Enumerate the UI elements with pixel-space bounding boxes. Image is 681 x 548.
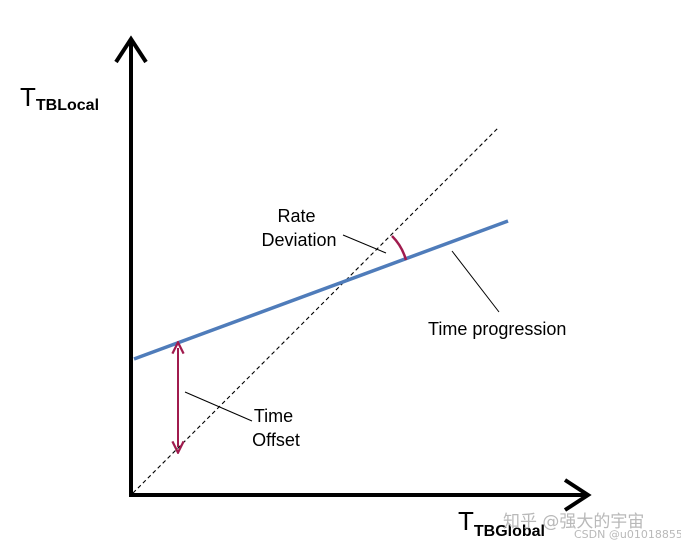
rate-deviation-leader [342, 234, 387, 254]
watermark-line1: 知乎 @强大的宇宙 [503, 512, 644, 532]
rate-deviation-label-line2: Deviation [261, 230, 336, 250]
ideal-reference-line [132, 126, 500, 494]
y-axis-label-sub: TBLocal [36, 97, 99, 114]
time-offset-label-line2: Offset [252, 430, 300, 450]
x-axis-arrowhead [563, 478, 592, 512]
rate-deviation-label-line1: Rate [277, 206, 315, 226]
rate-deviation-arc [391, 235, 408, 261]
x-axis-label-main: T [458, 506, 474, 536]
time-offset-leader [184, 391, 253, 422]
rate-deviation-label: Rate Deviation [261, 206, 336, 250]
time-progression-label: Time progression [428, 319, 566, 339]
y-axis-label: TTBLocal [20, 82, 99, 114]
x-axis-label-sub: TBGlobal [474, 523, 545, 540]
x-axis-label: TTBGlobal [458, 506, 545, 540]
time-progression-leader [451, 250, 500, 313]
y-axis-arrowhead [114, 35, 148, 64]
local-time-line [133, 219, 509, 361]
time-offset-label-line1: Time [254, 406, 293, 426]
time-offset-label: Time Offset [252, 406, 300, 450]
watermark-line2: CSDN @u010188554 [574, 528, 681, 541]
y-axis-label-main: T [20, 82, 36, 112]
